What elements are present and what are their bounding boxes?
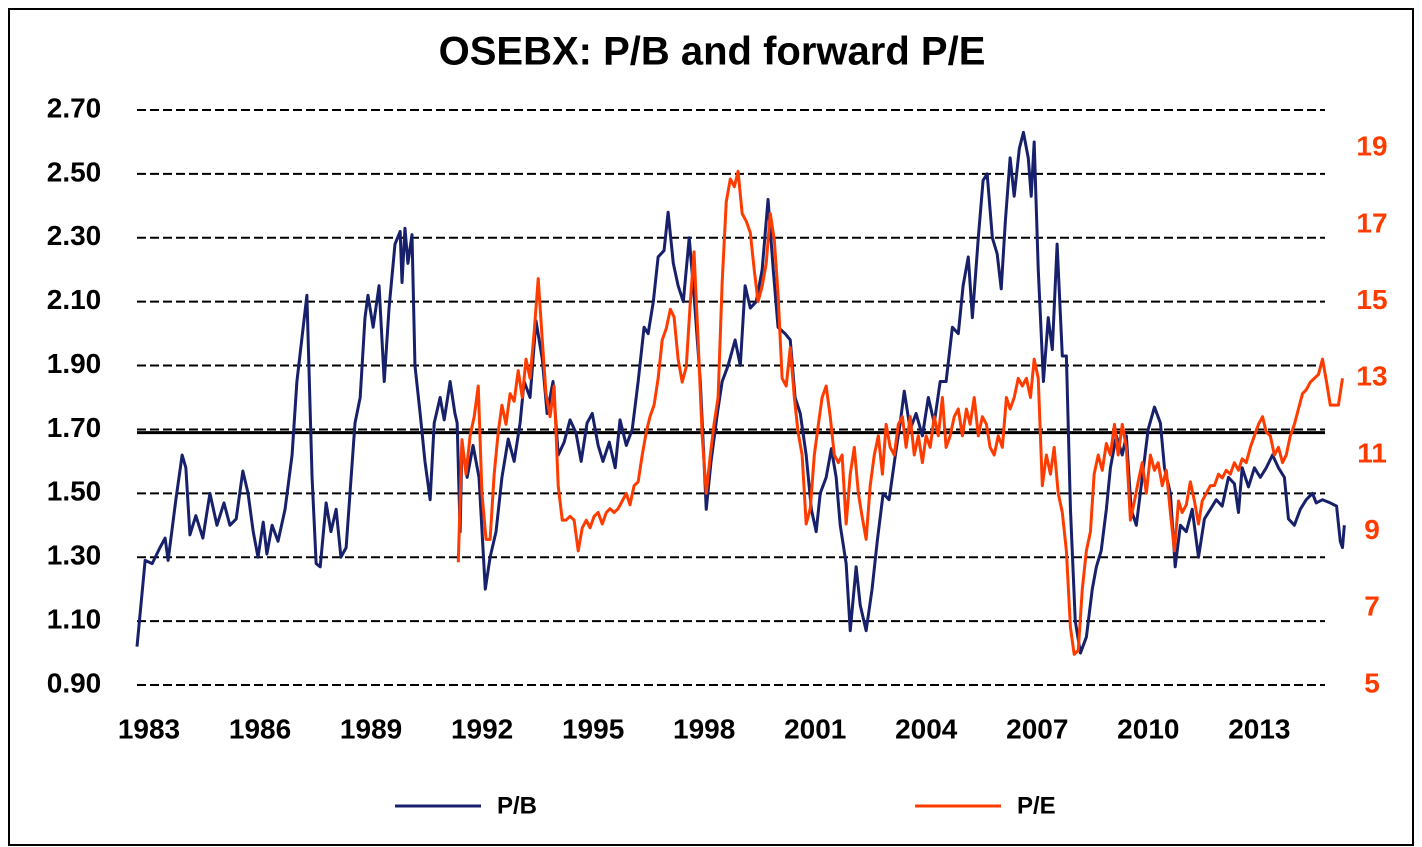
- x-tick-label: 1989: [340, 713, 402, 744]
- x-tick-label: 1992: [451, 713, 513, 744]
- y2-tick-label: 19: [1356, 131, 1387, 162]
- chart-frame: [8, 8, 1414, 846]
- x-tick-label: 1995: [562, 713, 624, 744]
- y2-tick-label: 17: [1356, 207, 1387, 238]
- y-tick-label: 1.90: [47, 348, 102, 379]
- x-tick-label: 1998: [673, 713, 735, 744]
- y2-tick-label: 13: [1356, 361, 1387, 392]
- series-line: [135, 130, 1346, 655]
- y-tick-label: 2.30: [47, 220, 102, 251]
- y-tick-label: 1.70: [47, 412, 102, 443]
- x-tick-label: 2007: [1006, 713, 1068, 744]
- x-tick-label: 1983: [118, 713, 180, 744]
- x-tick-label: 2013: [1228, 713, 1290, 744]
- chart-title: OSEBX: P/B and forward P/E: [439, 30, 986, 74]
- y2-tick-label: 7: [1364, 591, 1380, 622]
- x-tick-label: 2004: [895, 713, 958, 744]
- legend-label: P/B: [497, 792, 537, 819]
- y-tick-label: 2.50: [47, 156, 102, 187]
- y2-tick-label: 9: [1364, 514, 1380, 545]
- y2-tick-label: 11: [1357, 437, 1387, 468]
- x-tick-label: 1986: [229, 713, 291, 744]
- legend-label: P/E: [1017, 792, 1056, 819]
- y-tick-label: 1.50: [47, 476, 102, 507]
- series-line: [456, 169, 1344, 656]
- y-tick-label: 2.10: [47, 284, 102, 315]
- y-tick-label: 1.30: [47, 540, 102, 571]
- y2-tick-label: 5: [1364, 667, 1380, 698]
- y-tick-label: 1.10: [47, 604, 102, 635]
- x-tick-label: 2001: [784, 713, 846, 744]
- y2-tick-label: 15: [1356, 284, 1387, 315]
- y-tick-label: 2.70: [47, 92, 102, 123]
- y-tick-label: 0.90: [47, 667, 102, 698]
- x-tick-label: 2010: [1117, 713, 1179, 744]
